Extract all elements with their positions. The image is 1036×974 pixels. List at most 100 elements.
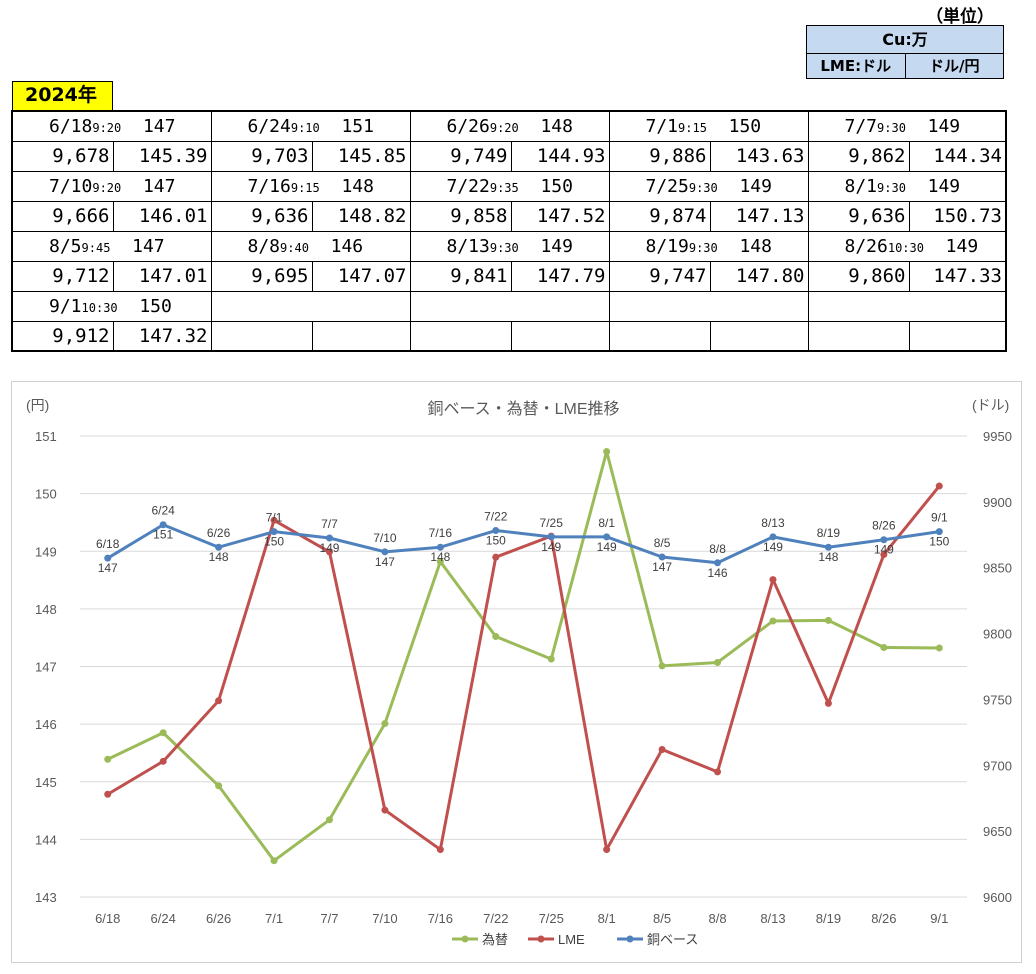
- record-lme: 9,695: [210, 260, 313, 292]
- empty-cell: [409, 290, 610, 322]
- line-chart: 143 144 145 146 147 148 149 150 151 9600 9650 9700 9…: [26, 397, 1012, 947]
- y-right-tick-label: 9750: [983, 692, 1012, 707]
- copper-unit: Cu:万: [807, 26, 1003, 54]
- record-date-cell: 7/259:30 149: [608, 170, 809, 202]
- x-tick-label: 8/5: [653, 911, 671, 926]
- record-date: 9/1: [49, 295, 82, 317]
- record-fx: 147.80: [709, 260, 809, 292]
- empty-cell: [908, 320, 1007, 352]
- data-label-date: 6/26: [207, 526, 231, 540]
- data-label-value: 149: [763, 540, 783, 554]
- record-date: 6/26: [446, 115, 490, 137]
- data-label-value: 149: [541, 540, 561, 554]
- empty-cell: [510, 320, 610, 352]
- empty-cell: [807, 320, 910, 352]
- record-date-cell: 6/189:20 147: [11, 110, 212, 142]
- record-time: 9:30: [877, 180, 906, 195]
- record-date: 7/16: [247, 175, 291, 197]
- record-time: 10:30: [81, 300, 118, 315]
- record-lme: 9,874: [608, 200, 711, 232]
- record-lme: 9,841: [409, 260, 512, 292]
- record-date: 8/13: [446, 235, 490, 257]
- data-label-date: 8/5: [654, 536, 671, 550]
- record-date: 6/18: [49, 115, 93, 137]
- record-time: 10:30: [887, 240, 924, 255]
- x-tick-label: 6/18: [95, 911, 120, 926]
- unit-note: （単位）: [926, 7, 994, 27]
- record-fx: 150.73: [908, 200, 1007, 232]
- data-label-date: 7/25: [540, 516, 564, 530]
- data-label-value: 146: [708, 566, 728, 580]
- data-point: [603, 846, 611, 854]
- data-label-date: 8/1: [598, 516, 615, 530]
- record-date-cell: 6/249:10 151: [210, 110, 411, 142]
- record-copper: 150: [540, 175, 573, 197]
- record-time: 9:30: [489, 240, 519, 255]
- record-date-cell: 7/19:15 150: [608, 110, 809, 142]
- data-label-date: 7/7: [321, 517, 338, 531]
- data-point: [215, 697, 223, 705]
- legend-marker: [461, 935, 469, 943]
- data-point: [436, 543, 444, 551]
- lme-unit: LME:ドル: [807, 54, 906, 79]
- record-date-cell: 9/110:30 150: [11, 290, 212, 322]
- record-date-cell: 7/169:15 148: [210, 170, 411, 202]
- record-fx: 143.63: [709, 140, 809, 172]
- table-row: 9,678 145.39 9,703 145.85 9,749 144.93 9,886 14…: [11, 140, 1007, 172]
- y-right-tick-label: 9800: [983, 627, 1012, 642]
- record-date-cell: 8/139:30 149: [409, 230, 610, 262]
- series-line: [106, 523, 940, 565]
- record-lme: 9,636: [807, 200, 910, 232]
- record-date-cell: 8/89:40 146: [210, 230, 411, 262]
- data-point: [270, 857, 278, 865]
- data-point: [547, 533, 555, 541]
- data-label-date: 6/24: [151, 504, 175, 518]
- record-date: 8/26: [844, 235, 888, 257]
- record-date: 7/25: [645, 175, 689, 197]
- data-label-date: 9/1: [931, 511, 948, 525]
- data-point: [658, 745, 666, 753]
- data-label-date: 7/10: [373, 531, 397, 545]
- y-right-tick-label: 9650: [983, 824, 1012, 839]
- table-row: 9,666 146.01 9,636 148.82 9,858 147.52 9,874 14…: [11, 200, 1007, 232]
- record-copper: 151: [341, 115, 374, 137]
- data-point: [547, 655, 555, 663]
- record-date: 8/1: [844, 175, 878, 197]
- data-label-date: 6/18: [96, 537, 120, 551]
- data-label-value: 150: [486, 534, 506, 548]
- legend-label: 為替: [482, 932, 508, 947]
- record-lme: 9,636: [210, 200, 313, 232]
- record-time: 9:35: [489, 180, 519, 195]
- y-left-tick-label: 147: [35, 660, 57, 675]
- record-fx: 146.01: [112, 200, 212, 232]
- record-date: 8/8: [247, 235, 281, 257]
- empty-cell: [709, 320, 809, 352]
- data-point: [824, 699, 832, 707]
- record-fx: 148.82: [311, 200, 411, 232]
- data-label-value: 148: [818, 550, 838, 564]
- data-point: [492, 527, 500, 535]
- data-label-value: 149: [319, 541, 339, 555]
- data-point: [436, 558, 444, 566]
- data-point: [436, 846, 444, 854]
- x-tick-label: 7/22: [483, 911, 508, 926]
- table-row: 8/59:45 147 8/89:40 146 8/139:30 149 8/199:…: [11, 230, 1007, 262]
- record-lme: 9,747: [608, 260, 711, 292]
- x-tick-label: 7/10: [372, 911, 397, 926]
- table-row: 9,712 147.01 9,695 147.07 9,841 147.79 9,747 14…: [11, 260, 1007, 292]
- data-label-value: 149: [874, 543, 894, 557]
- x-tick-label: 6/26: [206, 911, 231, 926]
- record-fx: 147.13: [709, 200, 809, 232]
- record-lme: 9,678: [11, 140, 114, 172]
- data-point: [104, 755, 112, 763]
- table-row: 7/109:20 147 7/169:15 148 7/229:35 150 7/25…: [11, 170, 1007, 202]
- y-right-tick-label: 9950: [983, 429, 1012, 444]
- record-date-cell: 7/79:30 149: [807, 110, 1007, 142]
- record-lme: 9,749: [409, 140, 512, 172]
- unit-legend-box: Cu:万 LME:ドル ドル/円: [806, 25, 1004, 79]
- record-time: 9:15: [678, 120, 707, 135]
- data-point: [935, 644, 943, 652]
- record-fx: 147.32: [112, 320, 212, 352]
- data-label-date: 7/1: [266, 511, 283, 525]
- record-date: 7/22: [446, 175, 490, 197]
